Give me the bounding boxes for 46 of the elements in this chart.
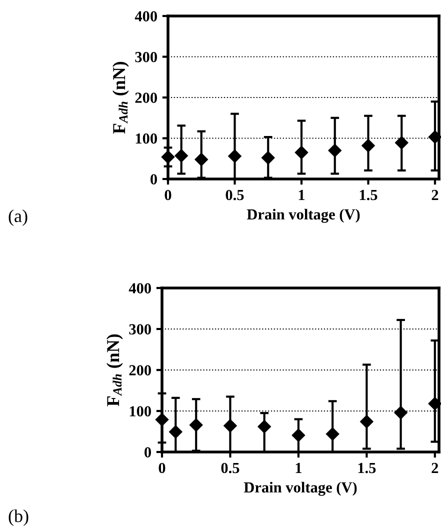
point	[228, 150, 242, 163]
y-tick-label: 100	[130, 406, 151, 416]
y-tick-label: 400	[134, 11, 157, 22]
x-axis-title: Drain voltage (V)	[244, 482, 357, 496]
point	[258, 420, 271, 434]
y-tick-label: 200	[129, 365, 151, 376]
x-tick-label: 2	[432, 190, 438, 200]
y-tick-label: 400	[128, 283, 151, 294]
point	[194, 152, 208, 166]
text: (a)	[8, 209, 28, 226]
point	[428, 397, 441, 410]
y-tick-label: 0	[144, 447, 151, 458]
x-tick-label: 0	[164, 190, 172, 200]
y-tick-label: 300	[129, 324, 151, 334]
x-tick-label: 0.5	[221, 462, 240, 474]
y-tick-label: 200	[135, 92, 157, 103]
point	[328, 144, 342, 158]
point	[262, 151, 275, 164]
point	[326, 427, 340, 441]
x-tick-label: 2	[432, 462, 438, 474]
x-tick-label: 1.5	[360, 190, 378, 200]
y-axis-title: F$_{Adh}$ (nN)	[112, 62, 129, 134]
point	[394, 406, 408, 420]
point	[294, 146, 308, 160]
point	[362, 138, 375, 152]
point	[395, 136, 408, 150]
point	[224, 419, 237, 432]
y-axis-title: F$_{Adh}$ (nN)	[106, 334, 123, 406]
point	[292, 428, 306, 442]
x-axis-title: Drain voltage (V)	[246, 208, 360, 223]
y-tick-label: 100	[136, 133, 157, 144]
x-tick-label: 1.5	[358, 462, 376, 474]
y-tick-label: 300	[135, 52, 157, 62]
x-tick-label: 0	[158, 462, 166, 474]
point	[190, 418, 203, 432]
x-tick-label: 0.5	[226, 190, 244, 200]
point	[155, 413, 169, 426]
point	[360, 415, 374, 428]
point	[161, 150, 175, 164]
point	[174, 149, 188, 162]
point	[169, 425, 182, 438]
point	[428, 130, 441, 144]
text: (b)	[8, 509, 28, 526]
y-tick-label: 0	[150, 174, 157, 184]
x-tick-label: 1	[296, 462, 302, 474]
x-tick-label: 1	[298, 190, 305, 200]
